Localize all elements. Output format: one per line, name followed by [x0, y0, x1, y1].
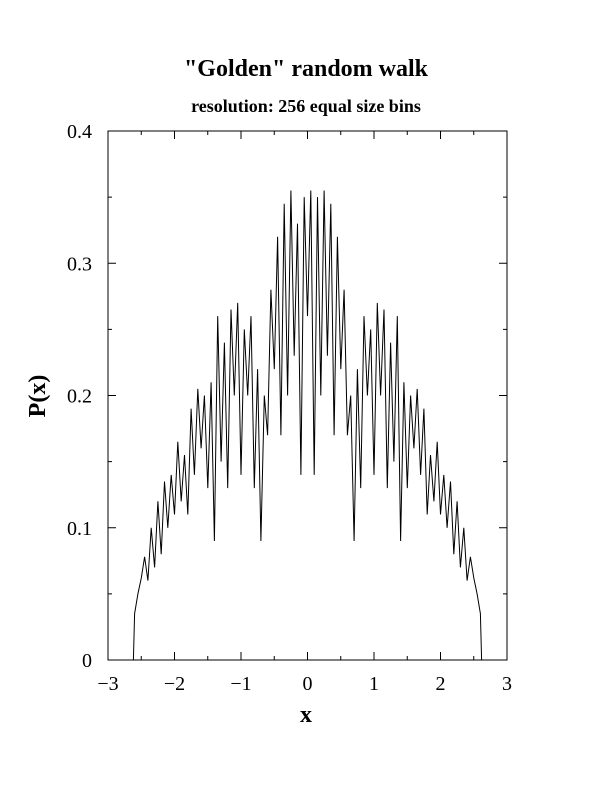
y-tick-label: 0.1 [67, 518, 92, 540]
chart-subtitle: resolution: 256 equal size bins [191, 96, 421, 116]
series-line [132, 190, 483, 661]
y-tick-label: 0 [82, 650, 92, 672]
chart-title: "Golden" random walk [183, 56, 429, 82]
x-tick-label: −3 [97, 673, 118, 695]
x-tick-label: 3 [502, 673, 512, 695]
y-axis-label: P(x) [25, 375, 51, 418]
x-tick-label: 2 [436, 673, 446, 695]
plot-layer: −3 −2 −1 0 1 2 3 0 0.1 0.2 0.3 0.4 [67, 121, 512, 695]
plot-frame [107, 130, 508, 661]
y-tick-label: 0.4 [67, 121, 92, 143]
x-tick-label: −1 [230, 673, 251, 695]
y-tick-label: 0.2 [67, 386, 92, 408]
x-axis-label: x [300, 702, 312, 728]
x-tick-label: −2 [164, 673, 185, 695]
x-tick-label: 0 [303, 673, 313, 695]
x-tick-label: 1 [369, 673, 379, 695]
y-tick-label: 0.3 [67, 253, 92, 275]
